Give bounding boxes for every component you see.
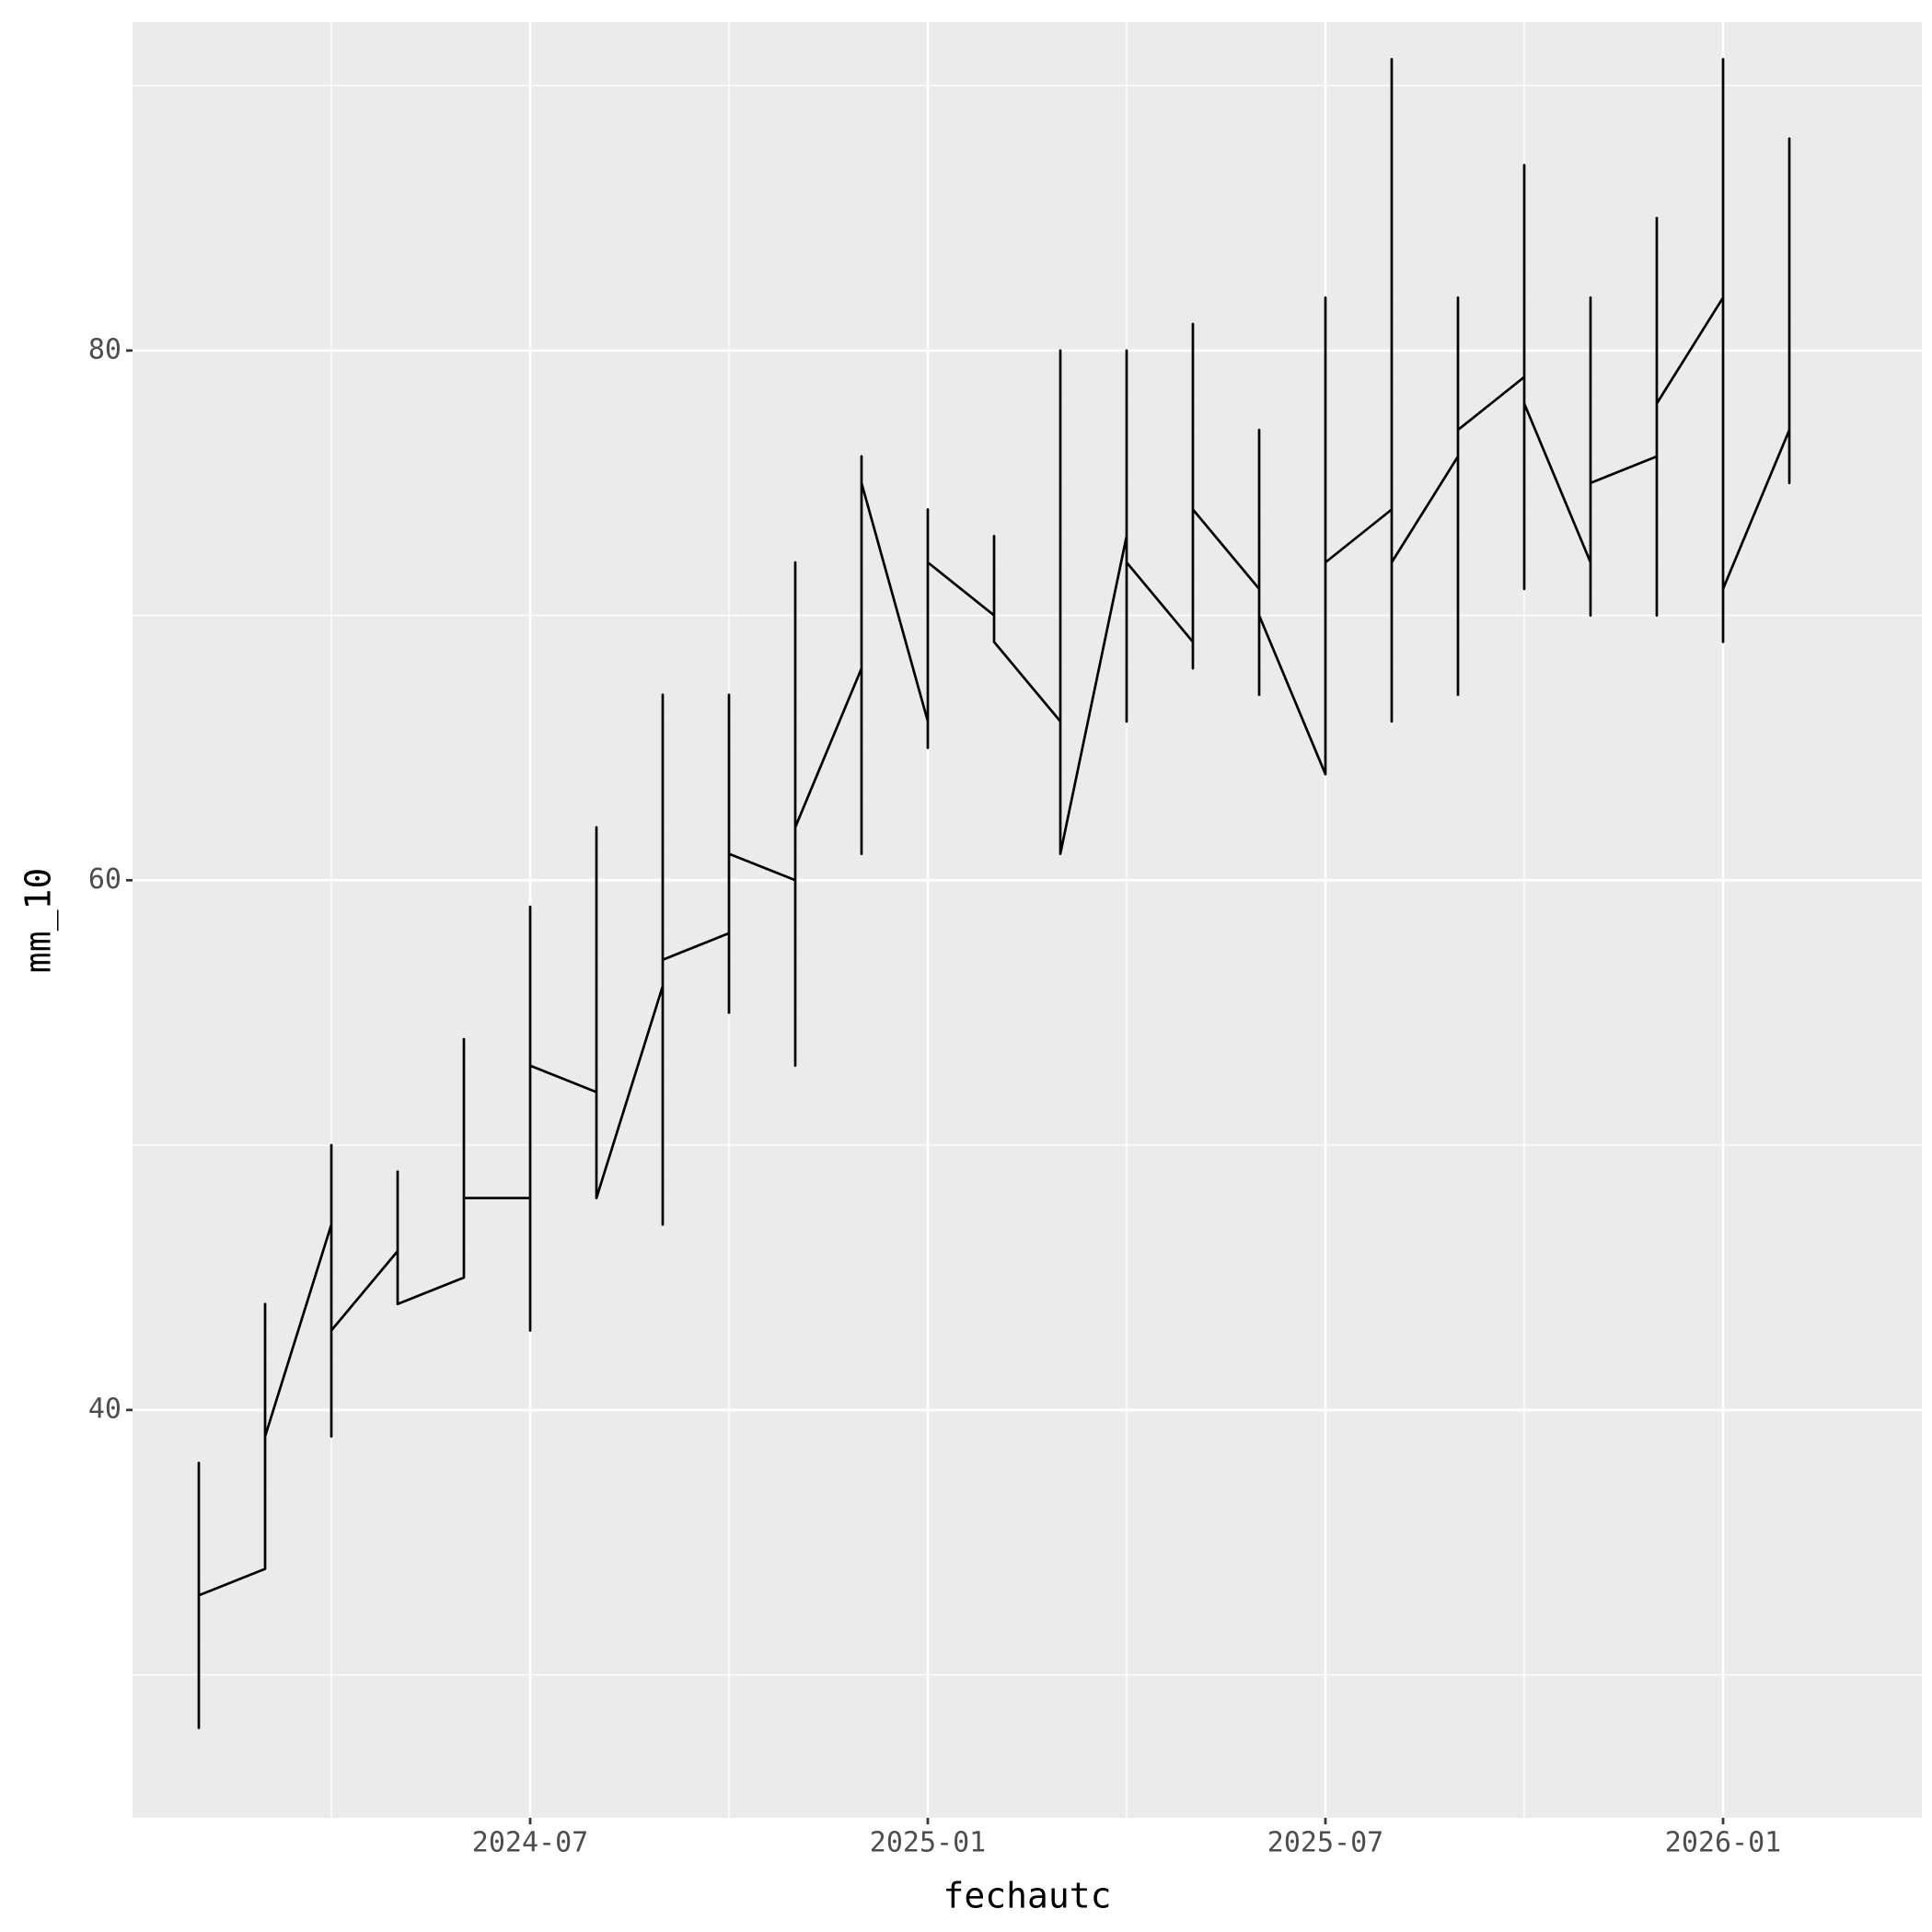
x-tick-label: 2024-07: [472, 1827, 588, 1859]
x-axis-title: fechautc: [943, 1876, 1111, 1916]
x-tick-label: 2025-01: [870, 1827, 986, 1859]
data-line: [197, 57, 1791, 1730]
y-tick-label: 80: [88, 333, 121, 365]
y-tick-label: 40: [88, 1393, 121, 1425]
y-axis-title: mm_10: [18, 868, 60, 973]
x-tick-label: 2026-01: [1665, 1827, 1781, 1859]
x-tick-label: 2025-07: [1267, 1827, 1383, 1859]
y-tick-label: 60: [88, 863, 121, 896]
panel: [133, 22, 1922, 1818]
